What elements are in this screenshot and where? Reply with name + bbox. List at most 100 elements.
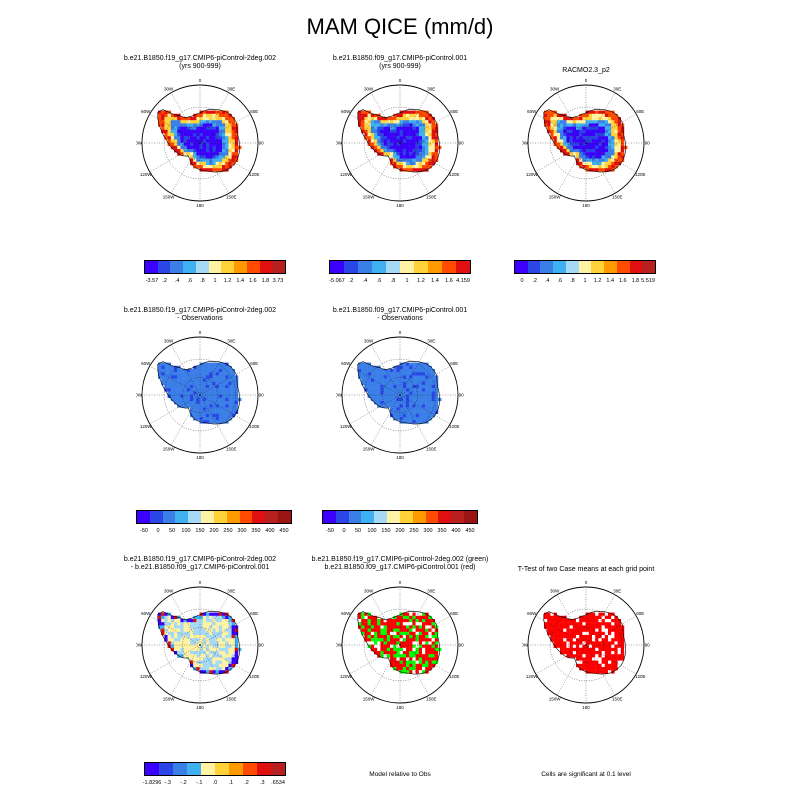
ice-cell: [620, 651, 625, 655]
ice-cell: [434, 635, 439, 639]
ice-cell: [218, 362, 223, 366]
ice-cell: [563, 638, 567, 642]
panel-8-title: T-Test of two Case means at each grid po…: [486, 566, 686, 574]
ice-cell: [206, 378, 210, 382]
ice-cell: [374, 120, 378, 124]
ice-cell: [161, 615, 165, 620]
ice-cell: [393, 397, 397, 402]
ice-cell: [595, 161, 599, 166]
colorbar-tick-label: -50: [326, 528, 334, 534]
ice-cell: [193, 654, 197, 658]
ice-cell: [206, 388, 210, 392]
ice-cell: [183, 369, 187, 373]
ice-cell: [608, 145, 612, 150]
ice-cell: [199, 149, 203, 153]
ice-cell: [170, 635, 175, 639]
ice-cell: [620, 638, 625, 642]
ice-cell: [380, 375, 384, 379]
meridian-label: 60E: [250, 109, 258, 114]
ice-cell: [399, 413, 403, 418]
ice-cell: [617, 628, 621, 632]
ice-cell: [595, 120, 599, 124]
ice-cell: [209, 628, 213, 632]
meridian-label: 30E: [613, 588, 621, 593]
ice-cell: [588, 126, 593, 130]
ice-cell: [361, 615, 365, 620]
ice-cell: [604, 638, 609, 642]
meridian-label: 90E: [645, 141, 650, 146]
ice-cell: [598, 145, 602, 150]
ice-cell: [592, 117, 596, 121]
ice-cell: [222, 667, 226, 671]
ice-cell: [212, 152, 216, 156]
ice-cell: [377, 625, 381, 629]
ice-cell: [601, 663, 605, 668]
ice-cell: [196, 155, 200, 159]
ice-cell: [193, 375, 197, 379]
ice-cell: [234, 129, 239, 134]
ice-cell: [196, 375, 200, 379]
ice-cell: [579, 123, 583, 127]
ice-cell: [418, 168, 423, 172]
ice-cell: [225, 372, 229, 376]
ice-cell: [431, 152, 435, 156]
ice-cell: [212, 362, 216, 366]
ice-cell: [180, 381, 184, 386]
meridian-line: [349, 615, 401, 646]
ice-cell: [569, 123, 573, 127]
ice-cell: [196, 139, 200, 143]
ice-cell: [167, 113, 171, 118]
ice-cell: [222, 625, 226, 629]
ice-cell: [206, 667, 210, 671]
ice-cell: [215, 615, 219, 620]
ice-cell: [415, 394, 419, 398]
ice-cell: [614, 625, 618, 629]
ice-cell: [206, 404, 210, 408]
ice-cell: [183, 401, 187, 405]
ice-cell: [595, 152, 599, 156]
ice-cell: [183, 133, 187, 137]
ice-cell: [434, 149, 439, 153]
ice-cell: [592, 142, 596, 146]
ice-cell: [202, 126, 207, 130]
ice-cell: [367, 628, 371, 632]
ice-cell: [174, 644, 178, 648]
ice-cell: [418, 165, 423, 169]
ice-cell: [183, 126, 187, 130]
ice-cell: [218, 413, 223, 418]
ice-cell: [601, 155, 605, 159]
ice-cell: [402, 622, 407, 626]
ice-cell: [222, 369, 226, 373]
ice-cell: [611, 651, 615, 655]
ice-cell: [374, 647, 378, 652]
ice-cell: [399, 375, 403, 379]
ice-cell: [228, 657, 232, 661]
ice-cell: [374, 619, 378, 623]
ice-cell: [231, 625, 235, 629]
ice-cell: [177, 117, 181, 121]
ice-cell: [231, 413, 235, 418]
ice-cell: [202, 155, 207, 159]
colorbar-3: [514, 260, 656, 274]
ice-cell: [415, 660, 419, 664]
meridian-line: [170, 644, 201, 696]
ice-cell: [231, 628, 235, 632]
ice-cell: [222, 149, 226, 153]
ice-cell: [617, 625, 621, 629]
ice-cell: [428, 375, 432, 379]
colorbar-tick-label: 1.8: [261, 278, 270, 284]
ice-cell: [174, 651, 178, 655]
ice-cell: [225, 145, 229, 150]
ice-cell: [572, 133, 577, 137]
ice-cell: [415, 123, 419, 127]
ice-cell: [196, 417, 200, 421]
colorbar-tick-label: 450: [279, 528, 289, 534]
ice-cell: [412, 126, 416, 130]
meridian-label: 150E: [612, 195, 623, 200]
ice-cell: [174, 375, 178, 379]
ice-cell: [415, 667, 419, 671]
ice-cell: [418, 619, 423, 623]
ice-cell: [186, 117, 191, 121]
colorbar-tick-label: 100: [367, 528, 377, 534]
ice-cell: [374, 113, 378, 118]
